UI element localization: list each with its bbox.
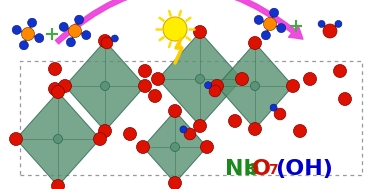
Circle shape [51, 180, 65, 189]
Circle shape [235, 73, 248, 85]
Circle shape [204, 82, 212, 89]
Circle shape [22, 28, 34, 40]
Circle shape [263, 18, 276, 30]
Circle shape [124, 128, 136, 140]
Circle shape [304, 73, 316, 85]
Circle shape [262, 31, 270, 40]
Circle shape [274, 108, 286, 120]
Circle shape [335, 20, 342, 27]
Circle shape [287, 80, 299, 92]
Circle shape [48, 63, 62, 75]
Circle shape [194, 26, 206, 39]
Circle shape [251, 81, 260, 91]
Circle shape [152, 73, 164, 85]
Circle shape [51, 85, 65, 98]
Circle shape [28, 18, 37, 27]
Circle shape [93, 132, 107, 146]
Circle shape [277, 24, 286, 33]
Circle shape [293, 125, 307, 138]
Circle shape [169, 177, 181, 189]
Text: 7: 7 [268, 163, 277, 177]
Text: Nb: Nb [225, 159, 259, 179]
Circle shape [68, 25, 82, 37]
Circle shape [228, 115, 242, 128]
Circle shape [184, 128, 196, 140]
Circle shape [9, 132, 23, 146]
Circle shape [270, 104, 277, 111]
FancyArrowPatch shape [56, 0, 303, 44]
Circle shape [318, 20, 325, 27]
Circle shape [101, 81, 110, 91]
Bar [20, 61, 362, 175]
Circle shape [101, 37, 113, 49]
Circle shape [136, 140, 150, 153]
Text: (OH): (OH) [275, 159, 333, 179]
Circle shape [82, 31, 91, 40]
Circle shape [211, 80, 223, 92]
Polygon shape [217, 43, 293, 129]
Circle shape [195, 74, 204, 84]
Circle shape [339, 92, 352, 105]
Circle shape [74, 15, 84, 24]
Text: 3: 3 [245, 163, 255, 177]
Circle shape [163, 17, 187, 41]
Circle shape [169, 105, 181, 118]
Circle shape [194, 119, 206, 132]
Polygon shape [16, 92, 100, 186]
Circle shape [248, 36, 262, 50]
Circle shape [170, 143, 180, 152]
Circle shape [59, 80, 71, 92]
Circle shape [12, 25, 21, 34]
Circle shape [35, 34, 44, 43]
Polygon shape [65, 41, 145, 131]
Circle shape [111, 35, 118, 42]
Circle shape [54, 135, 62, 143]
Circle shape [333, 64, 347, 77]
Circle shape [209, 85, 221, 97]
Circle shape [19, 41, 28, 50]
Polygon shape [158, 32, 242, 126]
Text: O: O [252, 159, 271, 179]
Polygon shape [143, 111, 207, 183]
Circle shape [149, 90, 161, 102]
Circle shape [180, 126, 187, 133]
Circle shape [99, 35, 112, 47]
Circle shape [200, 140, 214, 153]
Circle shape [99, 125, 112, 138]
Circle shape [254, 15, 263, 24]
Circle shape [248, 122, 262, 136]
Circle shape [138, 80, 152, 92]
Circle shape [67, 38, 75, 47]
Circle shape [270, 8, 279, 17]
Circle shape [323, 24, 337, 38]
Circle shape [48, 83, 62, 95]
Circle shape [138, 64, 152, 77]
Circle shape [59, 22, 68, 31]
